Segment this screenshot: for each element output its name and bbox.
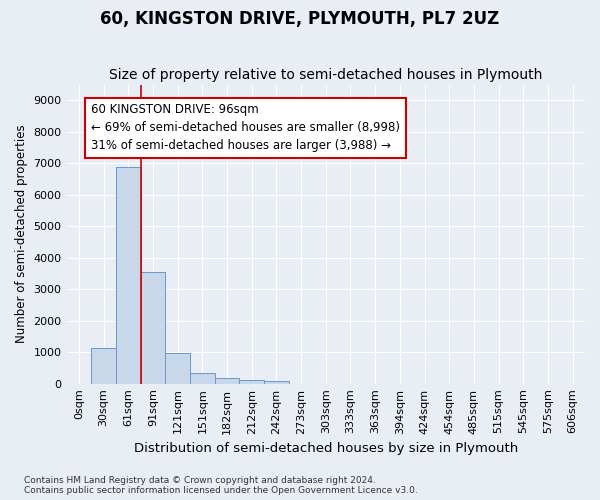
X-axis label: Distribution of semi-detached houses by size in Plymouth: Distribution of semi-detached houses by … — [134, 442, 518, 455]
Bar — [215, 378, 239, 384]
Bar — [91, 348, 116, 384]
Bar — [116, 167, 140, 384]
Bar — [190, 372, 215, 384]
Bar — [140, 272, 165, 384]
Text: 60, KINGSTON DRIVE, PLYMOUTH, PL7 2UZ: 60, KINGSTON DRIVE, PLYMOUTH, PL7 2UZ — [100, 10, 500, 28]
Bar — [239, 380, 264, 384]
Bar — [264, 380, 289, 384]
Y-axis label: Number of semi-detached properties: Number of semi-detached properties — [15, 125, 28, 344]
Text: Contains HM Land Registry data © Crown copyright and database right 2024.
Contai: Contains HM Land Registry data © Crown c… — [24, 476, 418, 495]
Bar — [165, 353, 190, 384]
Text: 60 KINGSTON DRIVE: 96sqm
← 69% of semi-detached houses are smaller (8,998)
31% o: 60 KINGSTON DRIVE: 96sqm ← 69% of semi-d… — [91, 104, 400, 152]
Title: Size of property relative to semi-detached houses in Plymouth: Size of property relative to semi-detach… — [109, 68, 542, 82]
